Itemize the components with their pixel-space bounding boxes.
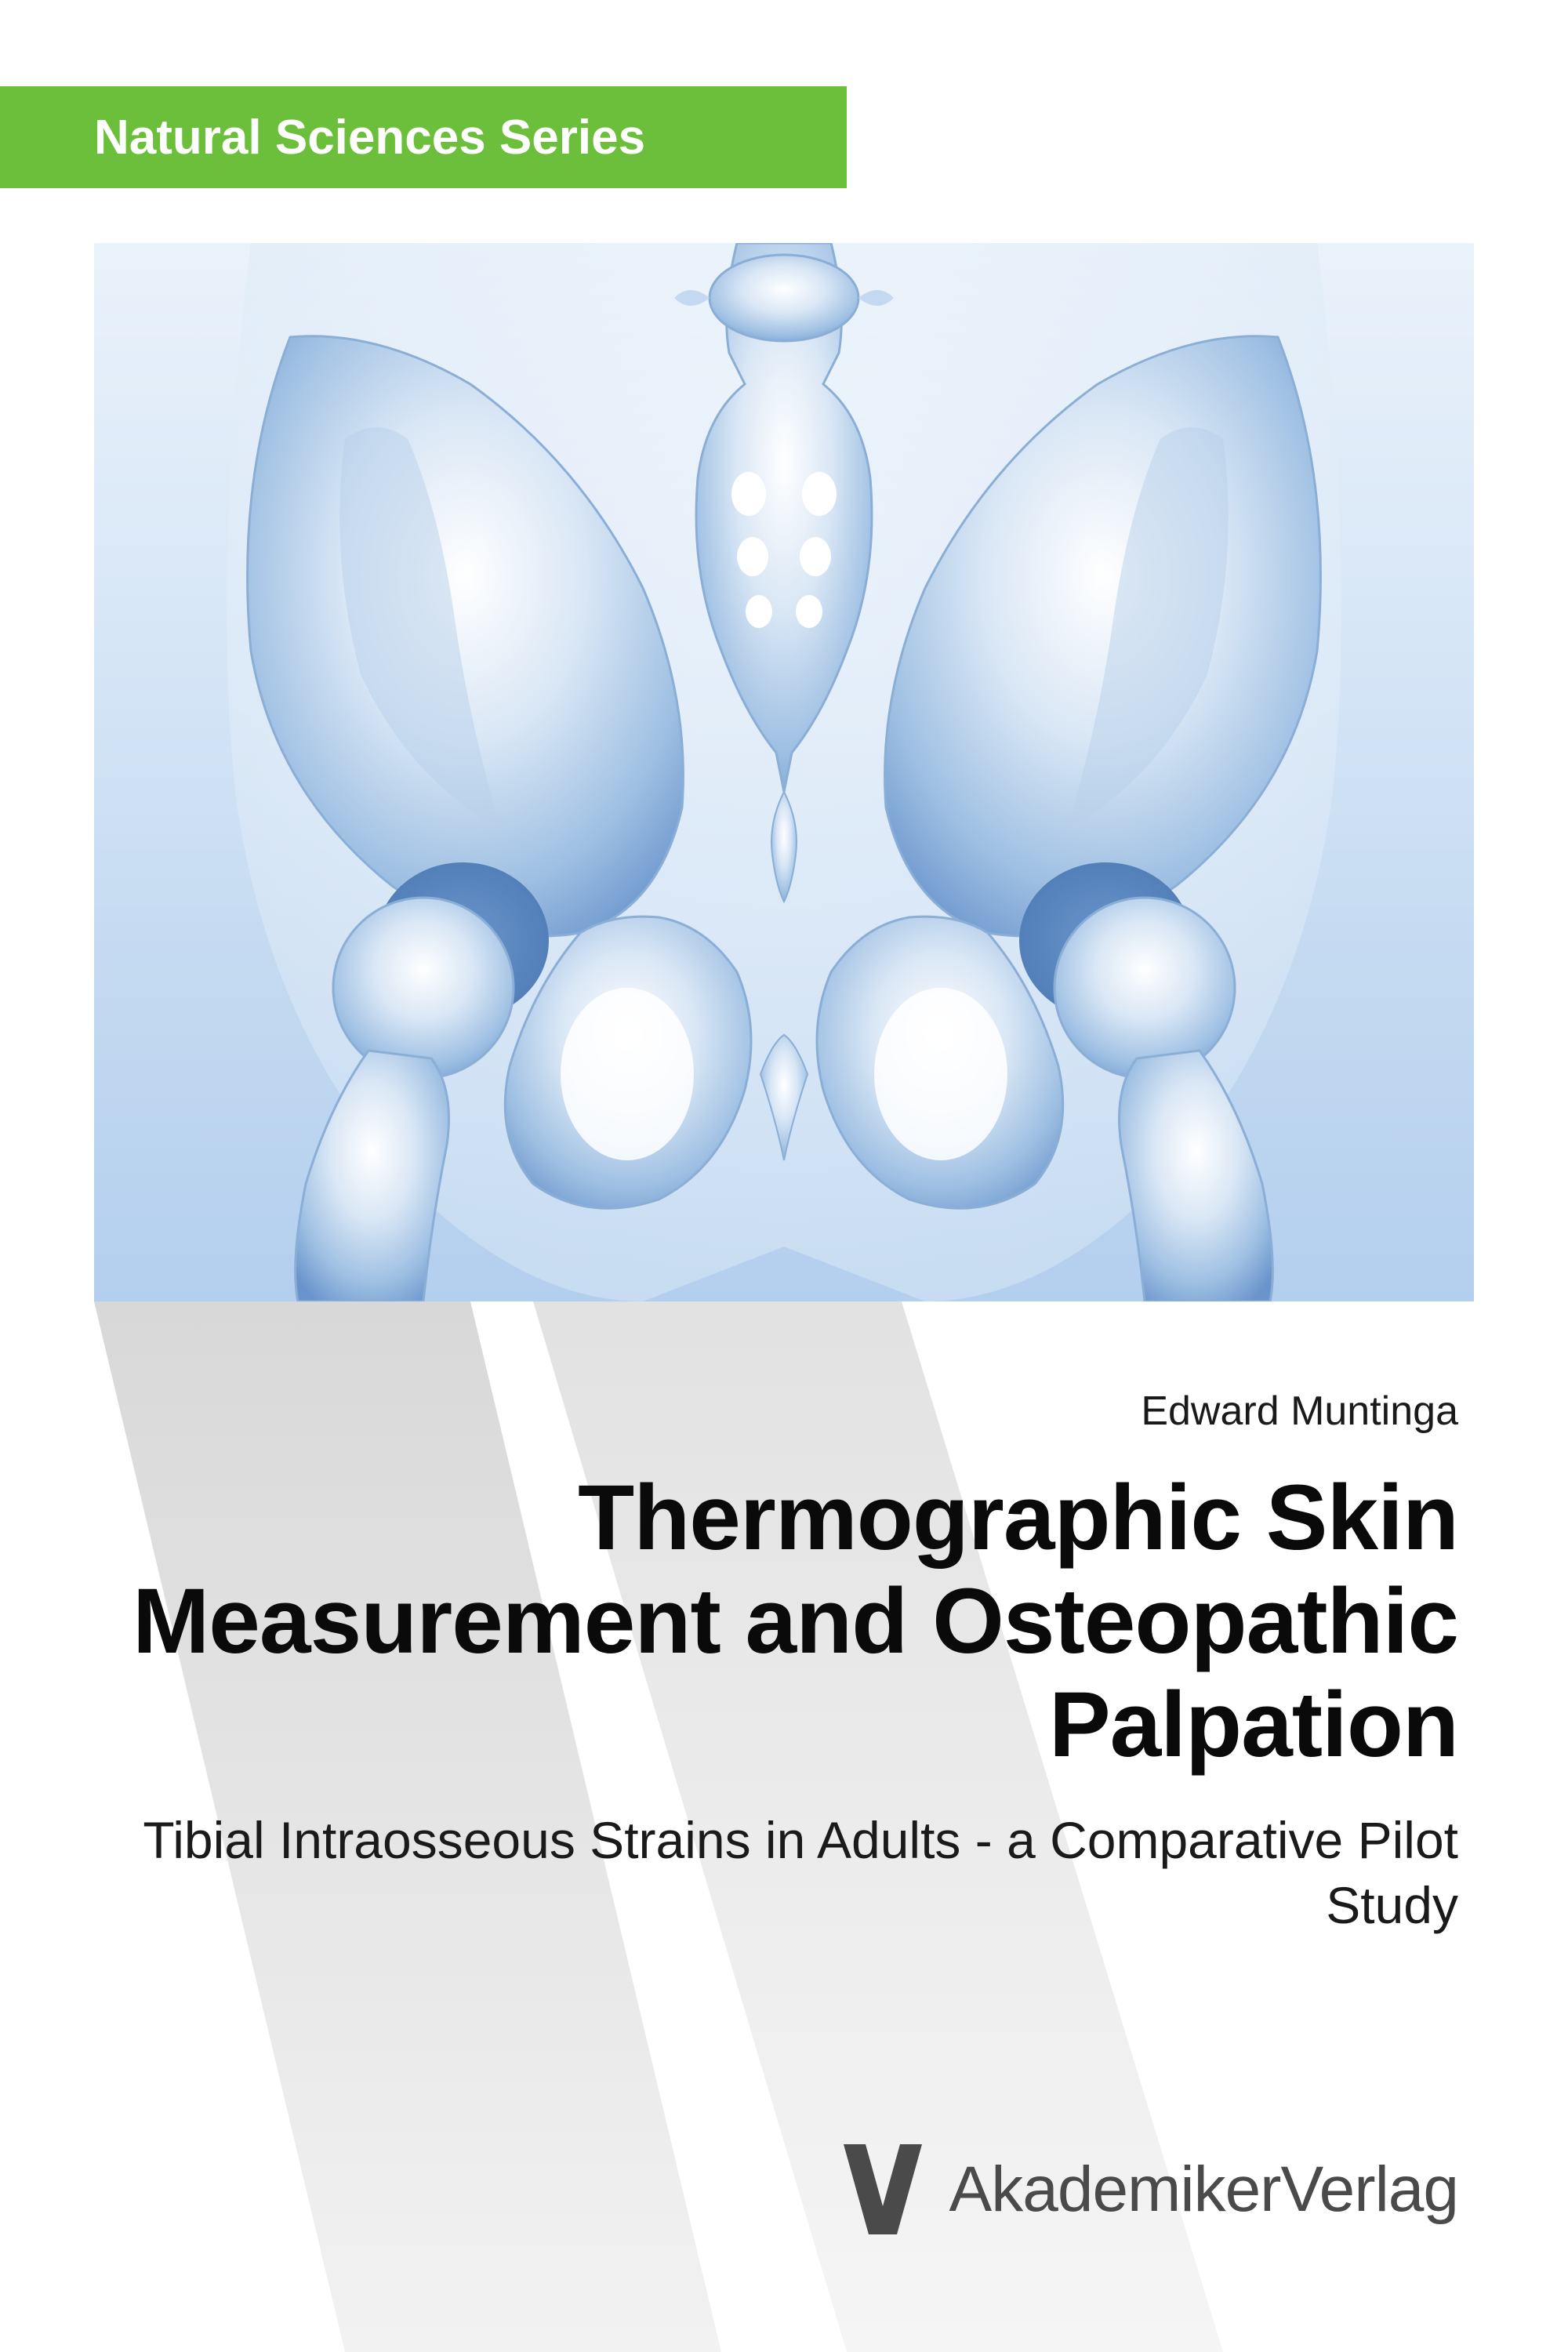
publisher-logo-icon: [836, 2144, 930, 2234]
publisher-name: AkademikerVerlag: [949, 2153, 1458, 2227]
pelvis-anatomy-icon: [94, 243, 1474, 1301]
series-label: Natural Sciences Series: [94, 110, 645, 165]
author-name: Edward Muntinga: [110, 1388, 1458, 1435]
book-subtitle: Tibial Intraosseous Strains in Adults - …: [110, 1808, 1458, 1937]
series-banner: Natural Sciences Series: [0, 86, 847, 188]
publisher-block: AkademikerVerlag: [836, 2144, 1458, 2234]
cover-text-block: Edward Muntinga Thermographic Skin Measu…: [110, 1388, 1458, 1937]
cover-illustration: [94, 243, 1474, 1301]
book-title: Thermographic Skin Measurement and Osteo…: [110, 1466, 1458, 1777]
